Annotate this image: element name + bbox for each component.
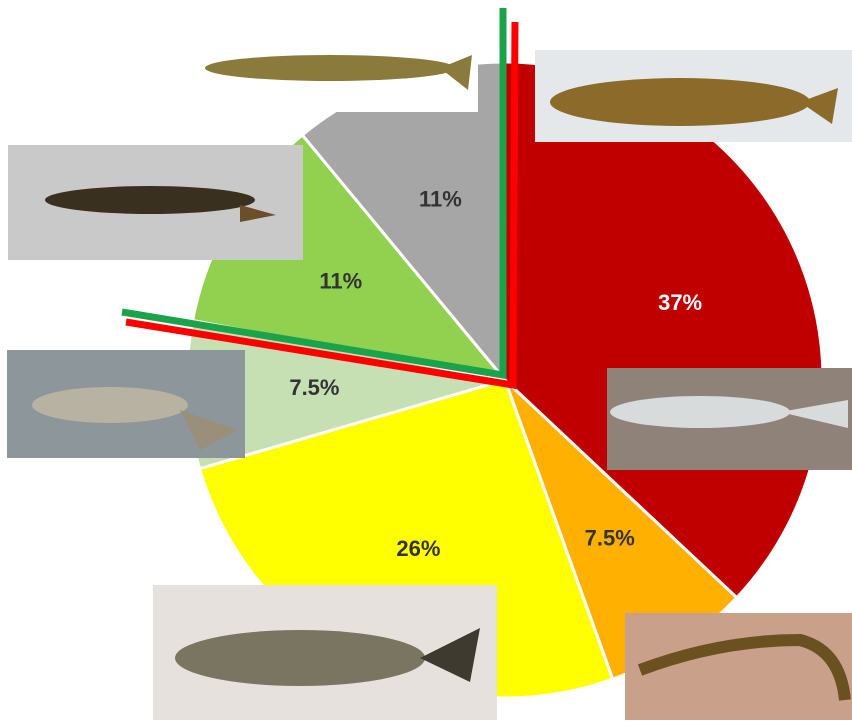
value-label: 11% [419,186,462,211]
photo-roach [7,350,245,458]
green-line [121,8,507,380]
value-label: 7.5% [289,375,339,400]
value-label: 7.5% [585,525,635,550]
value-label: 26% [396,536,440,561]
value-label: 37% [658,290,702,315]
value-label: 11% [319,269,362,294]
photo-bleak [607,368,852,470]
labels: 37% 7.5% 26% 7.5% 11% 11% [289,186,702,561]
photo-goby [8,145,303,260]
photo-pike [198,30,478,112]
red-line [125,21,519,390]
photo-trout [535,50,852,142]
photo-loach [625,613,852,720]
photos [7,30,852,720]
photo-chub [153,585,497,720]
